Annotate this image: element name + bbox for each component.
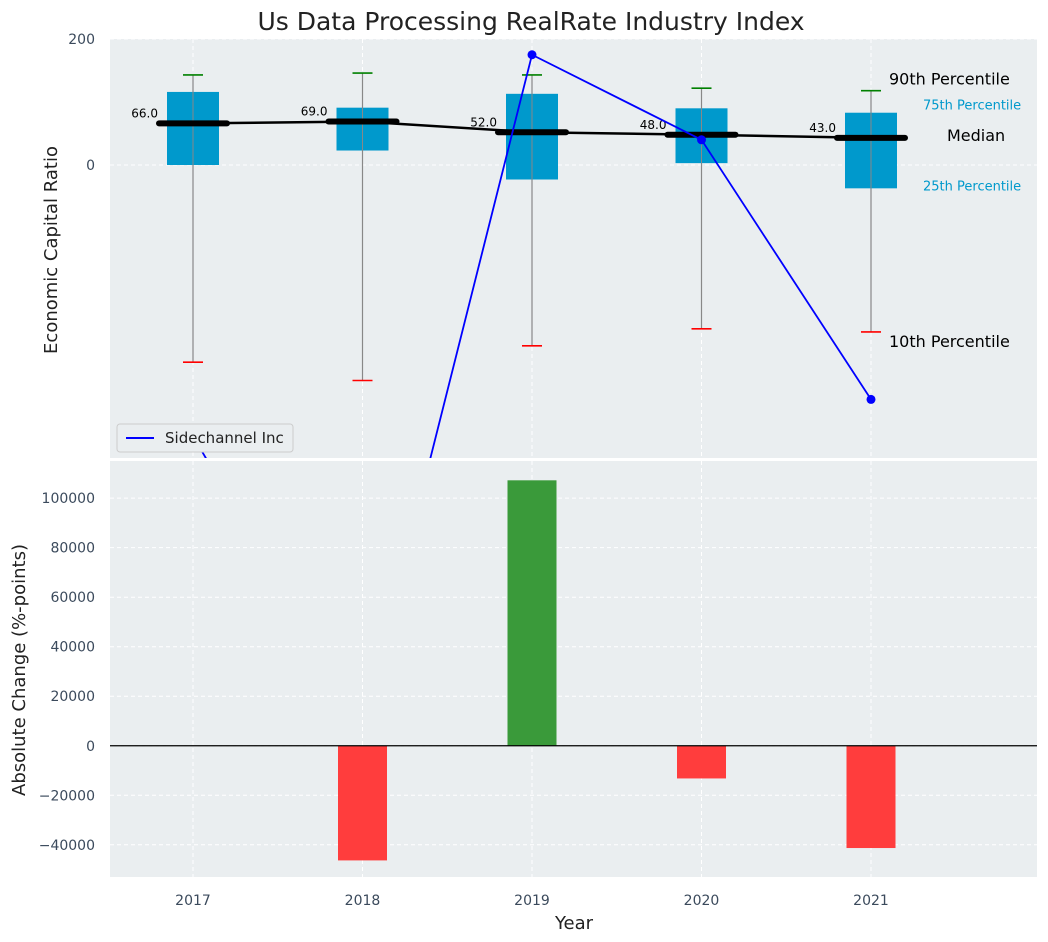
xticks: 2017 2018 2019 2020 2021	[175, 893, 889, 909]
xtick-label: 2021	[853, 893, 889, 909]
series-point	[697, 135, 706, 145]
bottom-ytick-label: 20000	[50, 689, 95, 705]
median-annotation: Median	[947, 126, 1005, 145]
xtick-label: 2020	[684, 893, 720, 909]
p10-annotation: 10th Percentile	[889, 332, 1010, 351]
bottom-ytick-label: 100000	[42, 491, 95, 507]
xtick-label: 2017	[175, 893, 211, 909]
change-bars	[110, 480, 1037, 861]
top-ylabel: Economic Capital Ratio	[41, 146, 62, 354]
series-point	[866, 394, 876, 404]
boxplot-2021	[845, 89, 897, 333]
boxplot-2019	[506, 74, 558, 347]
top-yticks: 0 200	[68, 32, 95, 174]
legend-label: Sidechannel Inc	[165, 429, 284, 447]
bottom-panel: −40000−20000020000400006000080000100000 …	[39, 461, 1037, 909]
median-label: 69.0	[301, 105, 328, 119]
bottom-yticks: −40000 −20000 0 20000 40000 60000 80000 100000	[39, 491, 95, 854]
p90-annotation: 90th Percentile	[889, 70, 1010, 89]
top-ytick-label: 0	[86, 158, 95, 174]
series-point	[527, 50, 537, 60]
bottom-ylabel: Absolute Change (%-points)	[9, 544, 30, 796]
bottom-ytick-label: 40000	[50, 640, 95, 656]
p75-annotation: 75th Percentile	[923, 99, 1021, 114]
change-bar-2020	[677, 745, 726, 779]
median-label: 43.0	[809, 121, 836, 135]
top-panel: 66.0 69.0 52.0 48.0 43.0 0 200 90th Percentil…	[68, 32, 1037, 458]
median-trend: 66.0 69.0 52.0 48.0 43.0	[131, 105, 908, 141]
median-label: 66.0	[131, 106, 158, 120]
xtick-label: 2019	[514, 893, 550, 909]
bottom-ytick-label: 60000	[50, 590, 95, 606]
boxplot-2018	[336, 72, 389, 382]
legend-box	[116, 423, 294, 453]
bottom-plot-background	[110, 461, 1037, 877]
median-label: 48.0	[640, 118, 667, 132]
median-label: 52.0	[470, 115, 497, 129]
p25-annotation: 25th Percentile	[923, 179, 1021, 194]
bottom-ytick-label: 80000	[50, 541, 95, 557]
legend: Sidechannel Inc	[116, 423, 294, 453]
bottom-ytick-label: 0	[86, 739, 95, 755]
percentile-annotations: 90th Percentile 75th Percentile Median 25th…	[889, 70, 1021, 351]
bottom-ytick-label: −40000	[39, 838, 95, 854]
bottom-ytick-label: −20000	[39, 788, 95, 804]
top-plot-background	[110, 39, 1037, 458]
change-bar-2018	[338, 745, 387, 861]
top-ytick-label: 200	[68, 32, 95, 48]
xtick-label: 2018	[345, 893, 381, 909]
chart-title: Us Data Processing RealRate Industry Ind…	[257, 7, 804, 36]
x-axis-label: Year	[554, 913, 594, 934]
change-bar-2021	[846, 745, 896, 849]
change-bar-2019	[507, 480, 557, 746]
